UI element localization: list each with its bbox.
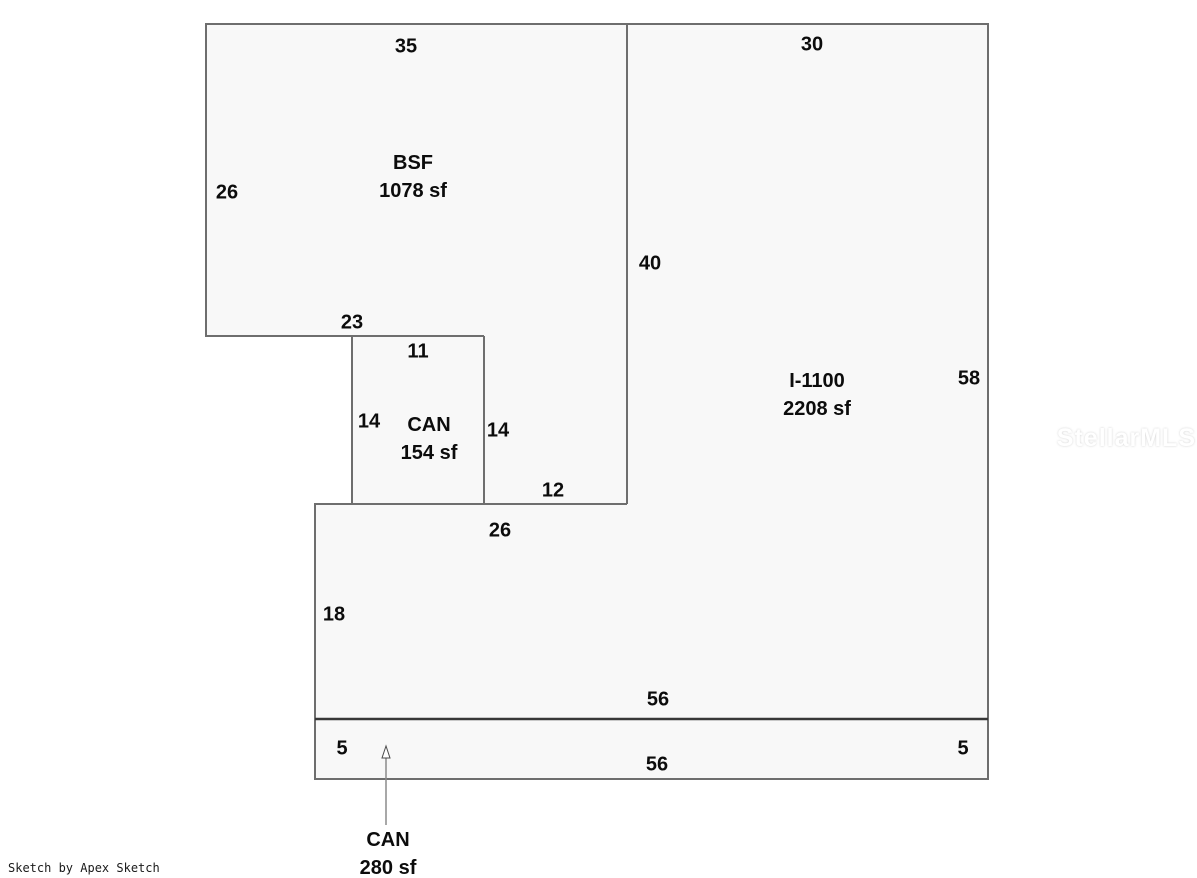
dim-divider-right: 40 (638, 252, 662, 275)
dim-strip-bottom: 56 (645, 753, 669, 776)
area-can-upper-size: 154 sf (400, 442, 458, 464)
can-lower-arrow-head (381, 744, 391, 759)
dim-lower-left: 18 (322, 603, 346, 626)
dim-strip-right: 5 (957, 737, 969, 760)
dim-bsf-bottom: 23 (340, 311, 364, 334)
area-bsf-name: BSF (393, 152, 433, 174)
dim-strip-left: 5 (336, 737, 348, 760)
dim-right-side: 58 (957, 367, 981, 390)
dim-lower-bottom: 56 (646, 688, 670, 711)
dim-lower-top: 26 (488, 519, 512, 542)
area-label-i1100: I-1100 2208 sf (783, 367, 851, 423)
dim-bsf-left: 26 (215, 181, 239, 204)
area-can-upper-name: CAN (407, 414, 451, 436)
stellar-mls-watermark: StellarMLS (1056, 424, 1196, 452)
dim-can-top: 11 (407, 340, 429, 363)
area-can-lower-name: CAN (366, 829, 410, 851)
dim-bsf-top: 35 (394, 35, 418, 58)
area-i1100-name: I-1100 (789, 370, 845, 392)
area-bsf-size: 1078 sf (379, 180, 447, 202)
area-label-can-lower: CAN 280 sf (360, 826, 417, 878)
dim-notch-bottom: 12 (541, 479, 565, 502)
dim-can-left: 14 (357, 410, 381, 433)
floorplan-outline (205, 23, 989, 780)
sketch-credit: Sketch by Apex Sketch (8, 861, 160, 875)
area-label-bsf: BSF 1078 sf (379, 149, 447, 205)
dim-right-top: 30 (800, 33, 824, 56)
dim-can-right: 14 (486, 419, 510, 442)
area-i1100-size: 2208 sf (783, 398, 851, 420)
area-can-lower-size: 280 sf (359, 857, 417, 878)
area-label-can-upper: CAN 154 sf (401, 411, 458, 467)
